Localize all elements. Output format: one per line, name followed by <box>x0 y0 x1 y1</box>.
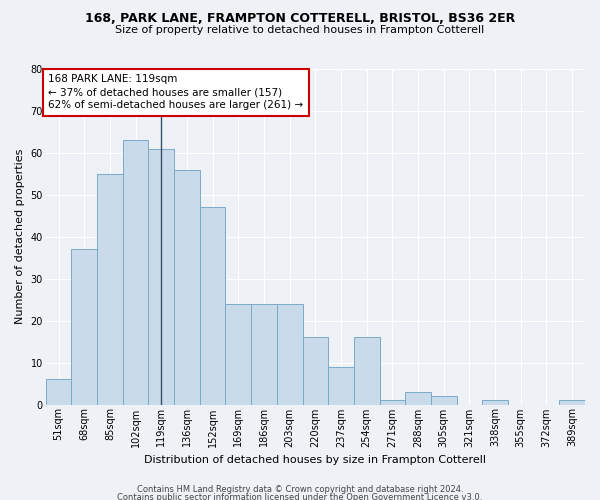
Bar <box>200 208 226 404</box>
Bar <box>148 148 174 404</box>
Bar <box>328 367 354 405</box>
Bar <box>405 392 431 404</box>
Bar <box>482 400 508 404</box>
Bar <box>431 396 457 404</box>
Y-axis label: Number of detached properties: Number of detached properties <box>15 149 25 324</box>
Bar <box>123 140 148 404</box>
Text: Contains HM Land Registry data © Crown copyright and database right 2024.: Contains HM Land Registry data © Crown c… <box>137 484 463 494</box>
Bar <box>46 380 71 404</box>
Bar <box>380 400 405 404</box>
Bar <box>302 338 328 404</box>
Text: 168 PARK LANE: 119sqm
← 37% of detached houses are smaller (157)
62% of semi-det: 168 PARK LANE: 119sqm ← 37% of detached … <box>49 74 304 110</box>
Bar <box>71 250 97 404</box>
Text: Contains public sector information licensed under the Open Government Licence v3: Contains public sector information licen… <box>118 492 482 500</box>
Bar <box>354 338 380 404</box>
Text: Size of property relative to detached houses in Frampton Cotterell: Size of property relative to detached ho… <box>115 25 485 35</box>
Bar <box>174 170 200 404</box>
Bar <box>97 174 123 404</box>
Bar <box>251 304 277 404</box>
Bar <box>559 400 585 404</box>
Bar <box>226 304 251 404</box>
Text: 168, PARK LANE, FRAMPTON COTTERELL, BRISTOL, BS36 2ER: 168, PARK LANE, FRAMPTON COTTERELL, BRIS… <box>85 12 515 26</box>
X-axis label: Distribution of detached houses by size in Frampton Cotterell: Distribution of detached houses by size … <box>145 455 487 465</box>
Bar <box>277 304 302 404</box>
